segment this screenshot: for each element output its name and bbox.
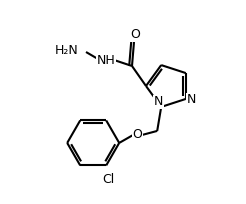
Text: N: N [187,93,197,106]
Text: O: O [130,29,140,41]
Text: H₂N: H₂N [54,43,78,57]
Text: NH: NH [97,53,115,67]
Text: N: N [154,95,163,108]
Text: Cl: Cl [102,173,114,186]
Text: O: O [132,129,142,141]
